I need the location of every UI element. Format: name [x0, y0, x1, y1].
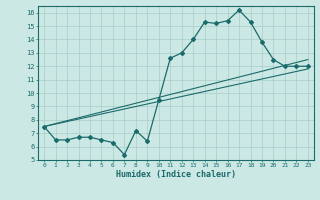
X-axis label: Humidex (Indice chaleur): Humidex (Indice chaleur)	[116, 170, 236, 179]
